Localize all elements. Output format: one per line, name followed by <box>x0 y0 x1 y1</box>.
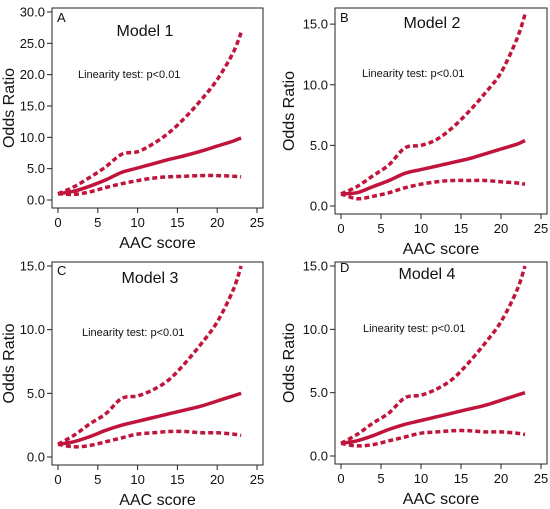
chart-title: Model 4 <box>399 266 456 283</box>
linearity-annotation: Linearity test: p<0.01 <box>362 68 464 80</box>
chart-panel-b: 0.0 5.0 10.0 15.0 0 5 10 15 20 25 AAC score Odds Ra… <box>281 7 548 258</box>
series-line-lower <box>57 429 242 449</box>
x-axis-label: AAC score <box>119 492 196 509</box>
x-tick-label: 15 <box>454 471 468 486</box>
x-tick-label: 25 <box>250 215 264 230</box>
plot-frame <box>334 261 548 465</box>
y-tick-label: 0.0 <box>310 449 328 464</box>
plot-frame <box>334 7 548 215</box>
y-axis-label: Odds Ratio <box>1 68 18 148</box>
y-tick-label: 0.0 <box>27 450 45 465</box>
x-tick-label: 0 <box>54 472 61 487</box>
series-line-estimate <box>57 136 242 196</box>
y-tick-label: 10.0 <box>20 322 45 337</box>
panel-letter: A <box>57 10 66 25</box>
y-tick-label: 15.0 <box>303 259 328 274</box>
x-tick-label: 5 <box>377 221 384 236</box>
y-tick-label: 10.0 <box>303 322 328 337</box>
x-tick-label: 5 <box>377 471 384 486</box>
series-line-estimate <box>340 138 526 196</box>
series-line-upper <box>57 32 243 196</box>
x-tick-label: 25 <box>250 472 264 487</box>
chart-title: Model 1 <box>117 23 174 40</box>
x-tick-label: 5 <box>94 472 101 487</box>
y-tick-label: 15.0 <box>20 99 45 114</box>
series-line-lower <box>340 178 526 201</box>
x-tick-label: 0 <box>54 215 61 230</box>
y-tick-label: 30.0 <box>20 5 45 20</box>
linearity-annotation: Linearity test: p<0.01 <box>78 69 180 81</box>
y-axis-label: Odds Ratio <box>1 323 18 403</box>
panel-letter: D <box>340 260 349 275</box>
y-tick-label: 10.0 <box>20 130 45 145</box>
x-tick-label: 20 <box>210 472 224 487</box>
series-line-upper <box>340 13 527 196</box>
x-tick-label: 10 <box>130 215 144 230</box>
x-tick-label: 15 <box>170 215 184 230</box>
x-tick-label: 5 <box>94 215 101 230</box>
y-tick-label: 5.0 <box>27 161 45 176</box>
x-axis-label: AAC score <box>119 235 196 252</box>
panel-letter: C <box>57 263 66 278</box>
y-tick-label: 0.0 <box>27 193 45 208</box>
chart-title: Model 2 <box>404 15 461 32</box>
series-line-lower <box>57 173 242 197</box>
linearity-annotation: Linearity test: p<0.01 <box>363 323 465 335</box>
chart-panel-c: 0.0 5.0 10.0 15.0 0 5 10 15 20 25 AAC score Odds Ra… <box>1 259 264 509</box>
linearity-annotation: Linearity test: p<0.01 <box>82 327 184 339</box>
y-tick-label: 10.0 <box>303 77 328 92</box>
series-line-upper <box>340 265 527 445</box>
x-tick-label: 0 <box>337 221 344 236</box>
y-axis-label: Odds Ratio <box>281 323 298 403</box>
series-line-estimate <box>57 391 242 447</box>
x-tick-label: 10 <box>414 471 428 486</box>
x-tick-label: 15 <box>170 472 184 487</box>
x-tick-label: 10 <box>130 472 144 487</box>
panel-letter: B <box>340 10 349 25</box>
y-tick-label: 15.0 <box>303 17 328 32</box>
y-tick-label: 25.0 <box>20 36 45 51</box>
x-tick-label: 15 <box>454 221 468 236</box>
y-axis-label: Odds Ratio <box>281 71 298 151</box>
x-tick-label: 0 <box>337 471 344 486</box>
x-axis-label: AAC score <box>403 491 480 508</box>
x-tick-label: 25 <box>534 221 548 236</box>
y-tick-label: 0.0 <box>310 199 328 214</box>
plot-frame <box>51 7 264 209</box>
plot-frame <box>51 261 264 466</box>
y-tick-label: 5.0 <box>27 386 45 401</box>
y-tick-label: 20.0 <box>20 67 45 82</box>
x-axis-label: AAC score <box>403 241 480 258</box>
chart-panel-d: 0.0 5.0 10.0 15.0 0 5 10 15 20 25 AAC score Odds Ra… <box>281 259 548 509</box>
y-tick-label: 5.0 <box>310 138 328 153</box>
chart-panel-a: 0.0 5.0 10.0 15.0 20.0 25.0 30.0 0 5 10 15 20 25 AAC … <box>1 5 264 253</box>
series-line-upper <box>57 265 243 446</box>
x-tick-label: 25 <box>534 471 548 486</box>
x-tick-label: 20 <box>210 215 224 230</box>
series-line-lower <box>340 428 526 448</box>
x-tick-label: 20 <box>494 471 508 486</box>
chart-title: Model 3 <box>122 270 179 287</box>
x-tick-label: 20 <box>494 221 508 236</box>
series-line-estimate <box>340 391 526 446</box>
y-tick-label: 15.0 <box>20 259 45 274</box>
y-tick-label: 5.0 <box>310 385 328 400</box>
x-tick-label: 10 <box>414 221 428 236</box>
